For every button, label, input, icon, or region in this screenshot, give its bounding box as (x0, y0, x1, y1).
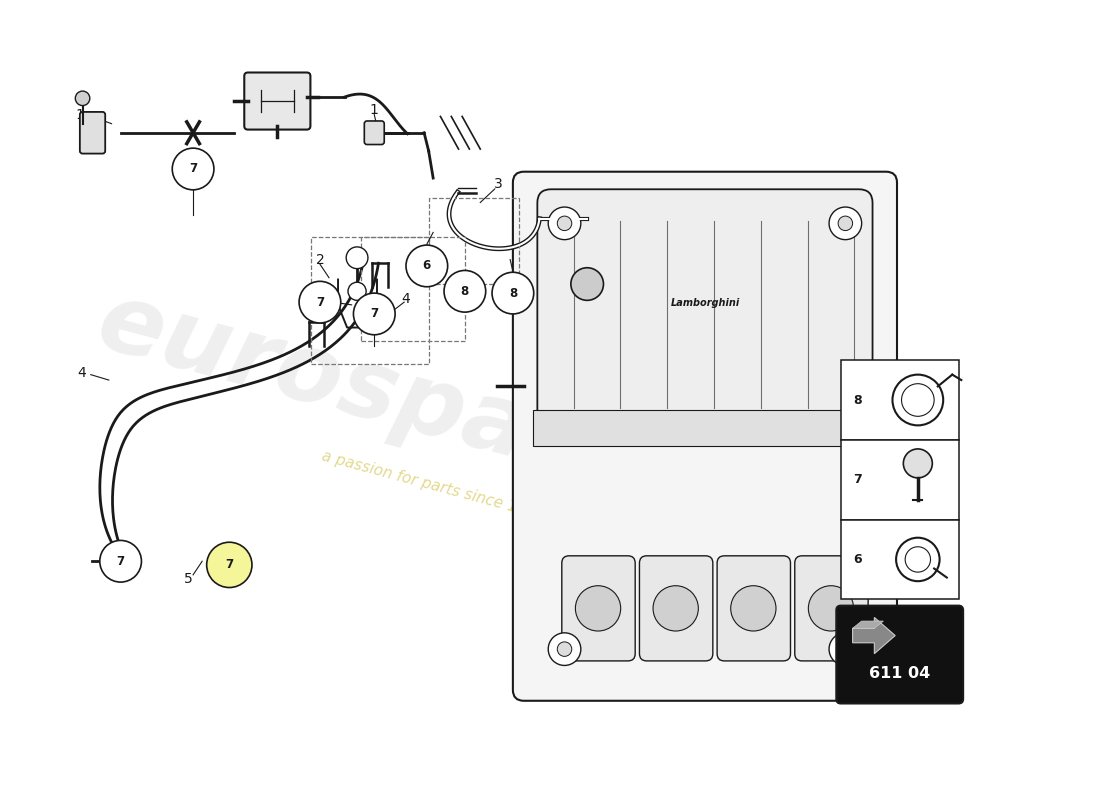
Circle shape (730, 586, 776, 631)
Text: 4: 4 (77, 366, 86, 380)
FancyBboxPatch shape (562, 556, 635, 661)
Bar (429, 198, 519, 284)
Circle shape (808, 586, 854, 631)
Bar (532, 410, 877, 446)
Bar (840, 440, 958, 519)
Circle shape (558, 642, 572, 656)
Bar (361, 237, 465, 341)
Circle shape (353, 293, 395, 334)
Circle shape (406, 245, 448, 286)
FancyBboxPatch shape (244, 73, 310, 130)
Circle shape (100, 541, 142, 582)
Circle shape (571, 268, 604, 300)
Circle shape (173, 148, 213, 190)
Text: 8: 8 (852, 394, 861, 406)
Text: 1: 1 (76, 108, 85, 122)
FancyBboxPatch shape (836, 606, 964, 703)
Circle shape (558, 216, 572, 230)
FancyBboxPatch shape (795, 556, 868, 661)
Text: 7: 7 (226, 558, 233, 571)
Circle shape (101, 542, 141, 581)
Circle shape (829, 633, 861, 666)
Text: Lamborghini: Lamborghini (670, 298, 739, 308)
Text: 1: 1 (370, 103, 378, 117)
Circle shape (903, 449, 933, 478)
Text: 8: 8 (509, 286, 517, 299)
Circle shape (902, 384, 934, 416)
Text: 611 04: 611 04 (869, 666, 931, 681)
Circle shape (346, 247, 367, 269)
Bar (840, 360, 958, 440)
Circle shape (896, 538, 939, 581)
Circle shape (838, 216, 853, 230)
Circle shape (75, 91, 90, 106)
Text: 7: 7 (316, 296, 324, 309)
FancyBboxPatch shape (364, 121, 384, 145)
Circle shape (838, 642, 853, 656)
FancyBboxPatch shape (513, 172, 896, 701)
Text: eurospares: eurospares (88, 275, 706, 525)
Polygon shape (852, 621, 883, 628)
FancyBboxPatch shape (537, 190, 872, 440)
FancyBboxPatch shape (639, 556, 713, 661)
Text: 5: 5 (184, 572, 192, 586)
Text: 4: 4 (302, 300, 310, 314)
FancyBboxPatch shape (717, 556, 791, 661)
Bar (840, 519, 958, 599)
Circle shape (905, 546, 931, 572)
Text: 4: 4 (402, 291, 410, 306)
Circle shape (207, 542, 252, 587)
Circle shape (892, 374, 943, 426)
Text: 7: 7 (371, 307, 378, 321)
Circle shape (492, 272, 534, 314)
Circle shape (653, 586, 698, 631)
Text: 6: 6 (852, 553, 861, 566)
Circle shape (444, 270, 486, 312)
Polygon shape (852, 618, 895, 654)
Circle shape (548, 633, 581, 666)
Circle shape (548, 207, 581, 240)
FancyBboxPatch shape (80, 112, 106, 154)
Text: 7: 7 (117, 554, 124, 568)
Text: 2: 2 (316, 253, 324, 266)
Circle shape (575, 586, 620, 631)
Bar (311, 237, 429, 364)
Text: 7: 7 (852, 474, 861, 486)
Text: 3: 3 (494, 178, 503, 191)
Circle shape (829, 207, 861, 240)
Circle shape (348, 282, 366, 300)
Text: a passion for parts since 1985: a passion for parts since 1985 (320, 449, 547, 523)
Text: 6: 6 (422, 259, 431, 273)
Text: 7: 7 (189, 162, 197, 175)
Text: 8: 8 (461, 285, 469, 298)
Circle shape (299, 282, 341, 323)
